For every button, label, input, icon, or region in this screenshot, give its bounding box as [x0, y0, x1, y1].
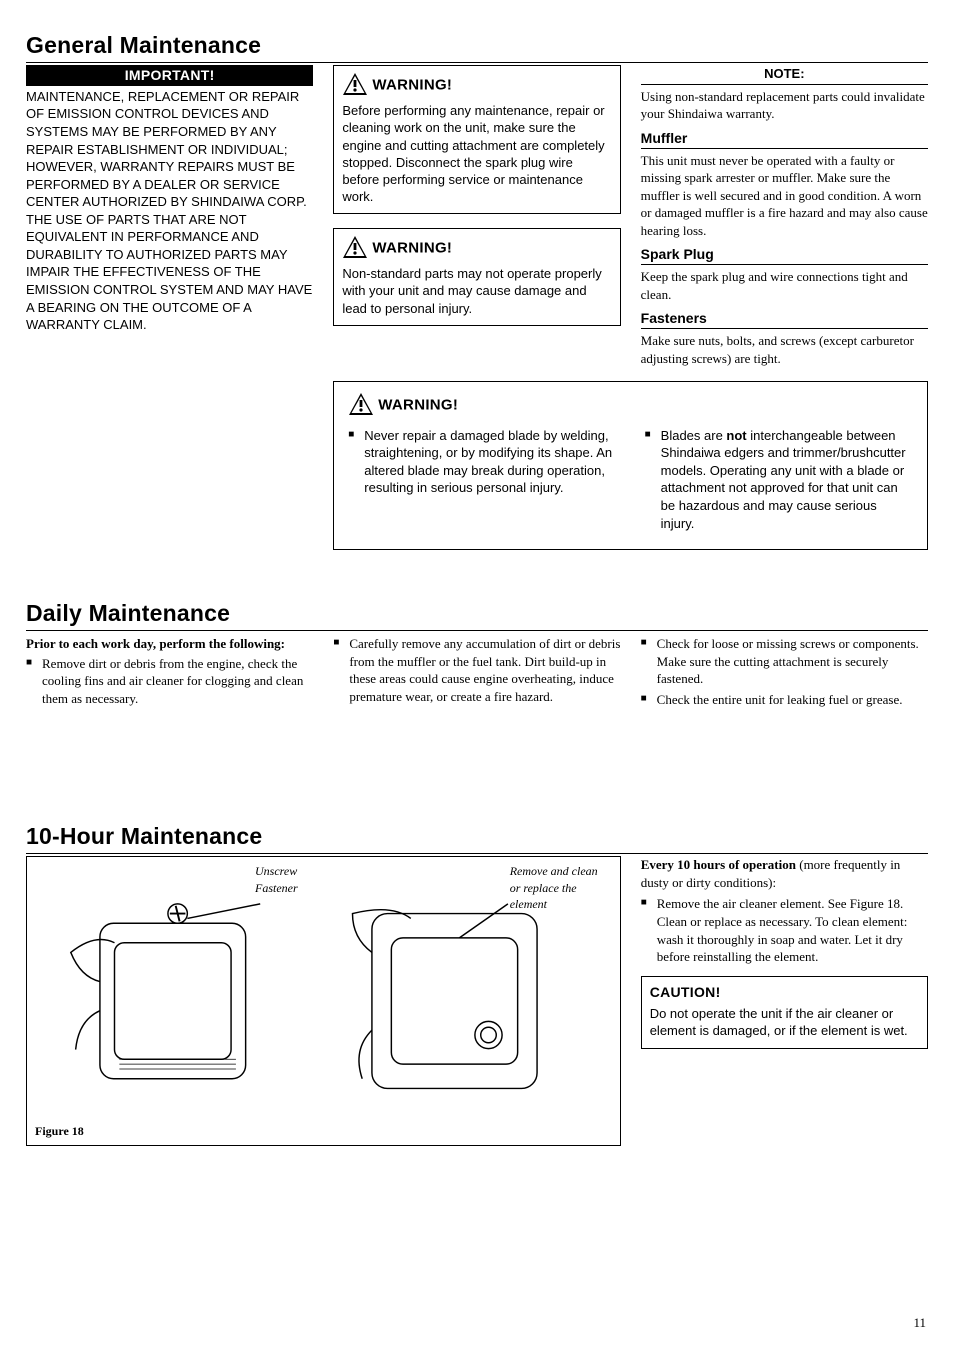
warning-label: WARNING! — [372, 240, 452, 257]
caution-body: Do not operate the unit if the air clean… — [650, 1006, 908, 1039]
warning-triangle-icon — [342, 235, 368, 263]
note-body: Using non-standard replacement parts cou… — [641, 88, 928, 123]
important-banner: IMPORTANT! — [26, 65, 313, 86]
muffler-body: This unit must never be operated with a … — [641, 152, 928, 240]
general-col1: IMPORTANT! MAINTENANCE, REPLACEMENT OR R… — [26, 65, 313, 367]
daily-col3: Check for loose or missing screws or com… — [641, 635, 928, 711]
muffler-head: Muffler — [641, 129, 928, 149]
warning-triangle-icon — [342, 72, 368, 100]
heading-general-maintenance: General Maintenance — [26, 30, 928, 63]
tenhour-bullet-1: Remove the air cleaner element. See Figu… — [641, 895, 928, 965]
wide-warn-col2: Blades are not interchangeable between S… — [645, 427, 913, 535]
wide-warn-spacer — [26, 367, 313, 550]
general-col3: NOTE: Using non-standard replacement par… — [641, 65, 928, 367]
warning-label: WARNING! — [372, 77, 452, 94]
warning-triangle-icon — [348, 392, 374, 421]
daily-bullet-3: Check for loose or missing screws or com… — [641, 635, 928, 688]
fasteners-body: Make sure nuts, bolts, and screws (excep… — [641, 332, 928, 367]
warning-box-2: WARNING! Non-standard parts may not oper… — [333, 228, 620, 326]
warning2-body: Non-standard parts may not operate prope… — [342, 265, 611, 316]
figure-18: Unscrew Fastener Remove and clean or rep… — [26, 856, 621, 1146]
figure-label: Figure 18 — [35, 1123, 84, 1139]
warning-box-1: WARNING! Before performing any maintenan… — [333, 65, 620, 214]
note-label: NOTE: — [641, 65, 928, 85]
heading-daily-maintenance: Daily Maintenance — [26, 598, 928, 631]
daily-bullet-4: Check the entire unit for leaking fuel o… — [641, 691, 928, 709]
wide-warn-bullet-2: Blades are not interchangeable between S… — [645, 427, 913, 532]
wide-warn-col1: Never repair a damaged blade by welding,… — [348, 427, 616, 535]
daily-bullet-1: Remove dirt or debris from the engine, c… — [26, 655, 313, 708]
spark-body: Keep the spark plug and wire connections… — [641, 268, 928, 303]
daily-intro: Prior to each work day, perform the foll… — [26, 635, 313, 653]
spark-head: Spark Plug — [641, 245, 928, 265]
wide-warning-box: WARNING! Never repair a damaged blade by… — [333, 381, 928, 550]
daily-col1: Prior to each work day, perform the foll… — [26, 635, 313, 711]
daily-col2: Carefully remove any accumulation of dir… — [333, 635, 620, 711]
page-number: 11 — [913, 1314, 926, 1332]
tenhour-col-text: Every 10 hours of operation (more freque… — [641, 856, 928, 1146]
caution-label: CAUTION! — [650, 983, 919, 1002]
important-body: MAINTENANCE, REPLACEMENT OR REPAIR OF EM… — [26, 88, 313, 334]
tenhour-row: Unscrew Fastener Remove and clean or rep… — [26, 856, 928, 1146]
warning1-body: Before performing any maintenance, repai… — [342, 102, 611, 205]
general-col2: WARNING! Before performing any maintenan… — [333, 65, 620, 367]
callout-remove: Remove and clean or replace the element — [510, 863, 610, 912]
daily-row: Prior to each work day, perform the foll… — [26, 635, 928, 711]
callout-unscrew: Unscrew Fastener — [255, 863, 325, 895]
tenhour-intro: Every 10 hours of operation (more freque… — [641, 856, 928, 891]
heading-10hour-maintenance: 10-Hour Maintenance — [26, 821, 928, 854]
general-row: IMPORTANT! MAINTENANCE, REPLACEMENT OR R… — [26, 65, 928, 367]
daily-bullet-2: Carefully remove any accumulation of dir… — [333, 635, 620, 705]
caution-box: CAUTION! Do not operate the unit if the … — [641, 976, 928, 1049]
fasteners-head: Fasteners — [641, 309, 928, 329]
wide-warn-bullet-1: Never repair a damaged blade by welding,… — [348, 427, 616, 497]
warning-label: WARNING! — [378, 397, 458, 414]
wide-warn-row: WARNING! Never repair a damaged blade by… — [26, 367, 928, 550]
